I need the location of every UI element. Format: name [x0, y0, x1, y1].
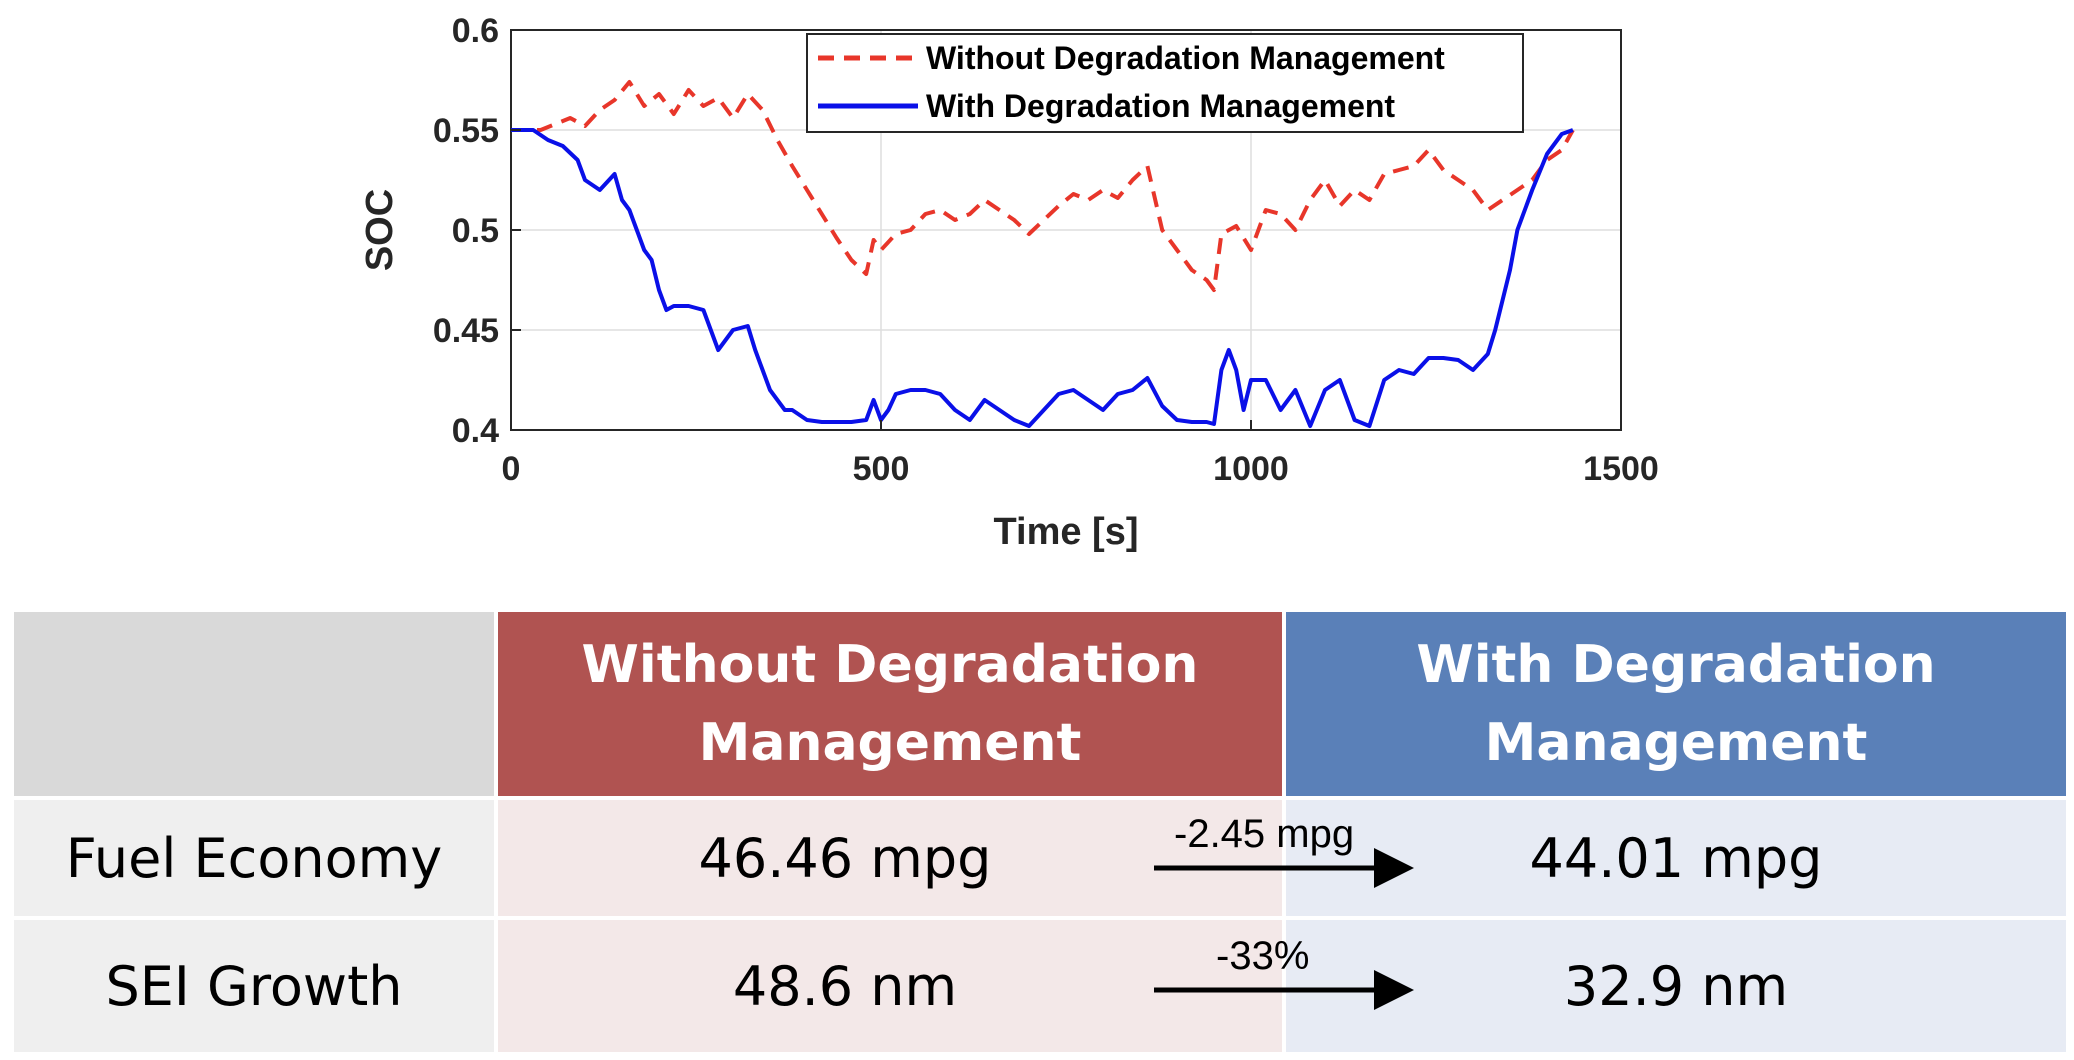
header-without: Without Degradation Management	[498, 612, 1282, 796]
header-with-line2: Management	[1484, 713, 1868, 773]
legend: Without Degradation Management With Degr…	[806, 33, 1524, 133]
legend-label-with: With Degradation Management	[926, 88, 1395, 124]
x-tick-label: 1000	[1213, 450, 1289, 488]
header-with-line1: With Degradation	[1416, 635, 1936, 695]
x-tick-label: 0	[502, 450, 521, 488]
sei-growth-without: 48.6 nm	[498, 920, 1282, 1052]
series-line-without	[511, 80, 1575, 292]
header-without-line2: Management	[698, 713, 1082, 773]
row-label-sei-growth: SEI Growth	[14, 920, 494, 1052]
soc-chart: 0 500 1000 1500 0.4 0.45 0.5 0.55 0.6 Time [s] S…	[359, 12, 1659, 553]
comparison-table: Without Degradation Management With Degra…	[14, 612, 2066, 1052]
fuel-economy-with: 44.01 mpg	[1286, 800, 2066, 916]
legend-box	[806, 33, 1524, 133]
fuel-economy-change: -2.45 mpg	[1174, 812, 1355, 856]
y-tick-label: 0.6	[452, 12, 499, 50]
sei-growth-change: -33%	[1216, 934, 1310, 978]
tick-labels: 0 500 1000 1500 0.4 0.45 0.5 0.55 0.6	[433, 12, 1659, 488]
x-tick-label: 500	[853, 450, 910, 488]
x-tick-label: 1500	[1583, 450, 1659, 488]
legend-label-without: Without Degradation Management	[926, 40, 1445, 76]
header-with: With Degradation Management	[1286, 612, 2066, 796]
header-without-line1: Without Degradation	[581, 635, 1199, 695]
y-tick-label: 0.4	[452, 412, 499, 450]
series-line-with	[511, 128, 1574, 428]
series-layer	[511, 80, 1575, 428]
x-axis-label: Time [s]	[993, 511, 1138, 553]
y-tick-label: 0.55	[433, 112, 499, 150]
fuel-economy-without: 46.46 mpg	[498, 800, 1282, 916]
y-axis-label: SOC	[359, 189, 401, 271]
corner-cell	[14, 612, 494, 796]
row-label-fuel-economy: Fuel Economy	[14, 800, 494, 916]
change-arrows	[1154, 848, 1414, 1010]
y-tick-label: 0.5	[452, 212, 499, 250]
sei-growth-with: 32.9 nm	[1286, 920, 2066, 1052]
y-tick-label: 0.45	[433, 312, 499, 350]
